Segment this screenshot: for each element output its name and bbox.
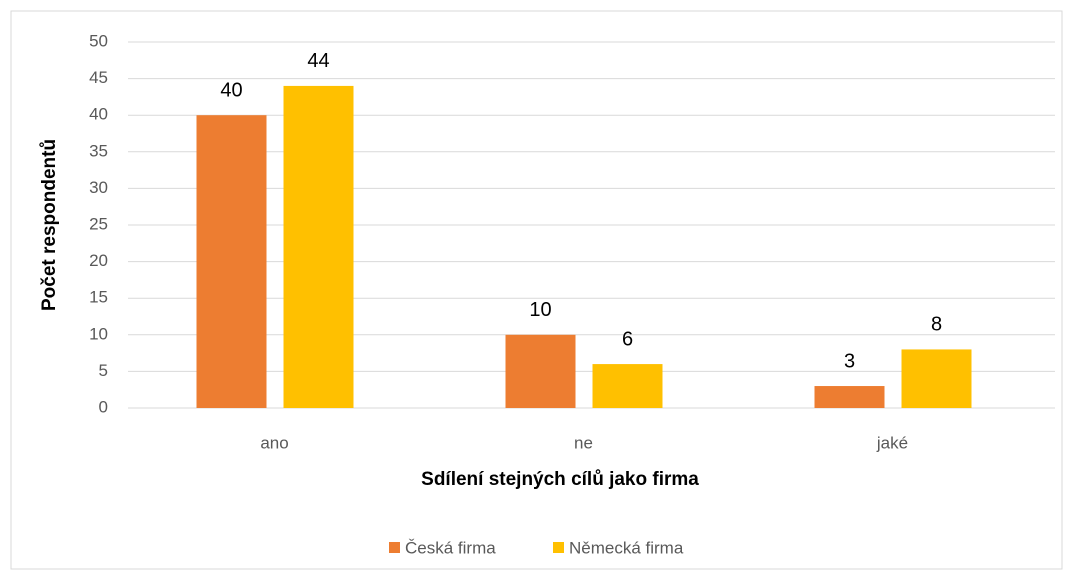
data-label: 40 xyxy=(220,79,242,101)
bar xyxy=(196,115,267,408)
bar xyxy=(283,85,354,409)
bar xyxy=(901,349,972,408)
data-label: 10 xyxy=(529,299,551,321)
y-tick-label: 35 xyxy=(89,141,108,160)
data-label: 8 xyxy=(931,314,942,336)
bar xyxy=(505,334,576,408)
legend-label: Česká firma xyxy=(405,538,496,557)
x-tick-label: ne xyxy=(574,433,593,452)
legend-swatch xyxy=(389,542,400,553)
data-label: 6 xyxy=(622,328,633,350)
bar xyxy=(592,364,663,408)
y-tick-label: 15 xyxy=(89,288,108,307)
data-label: 44 xyxy=(307,50,329,72)
bar xyxy=(814,386,885,408)
y-tick-label: 45 xyxy=(89,68,108,87)
y-tick-label: 40 xyxy=(89,105,108,124)
data-label: 3 xyxy=(844,350,855,372)
y-tick-label: 30 xyxy=(89,178,108,197)
y-tick-label: 5 xyxy=(99,361,108,380)
legend-swatch xyxy=(553,542,564,553)
y-tick-label: 0 xyxy=(99,397,108,416)
y-axis-title: Počet respondentů xyxy=(39,139,60,311)
y-tick-label: 25 xyxy=(89,214,108,233)
legend-label: Německá firma xyxy=(569,538,684,557)
y-tick-label: 10 xyxy=(89,324,108,343)
y-tick-label: 20 xyxy=(89,251,108,270)
x-tick-label: jaké xyxy=(876,433,908,452)
x-axis-title: Sdílení stejných cílů jako firma xyxy=(421,469,699,490)
y-tick-label: 50 xyxy=(89,31,108,50)
chart-border xyxy=(10,10,1063,570)
x-tick-label: ano xyxy=(260,433,288,452)
